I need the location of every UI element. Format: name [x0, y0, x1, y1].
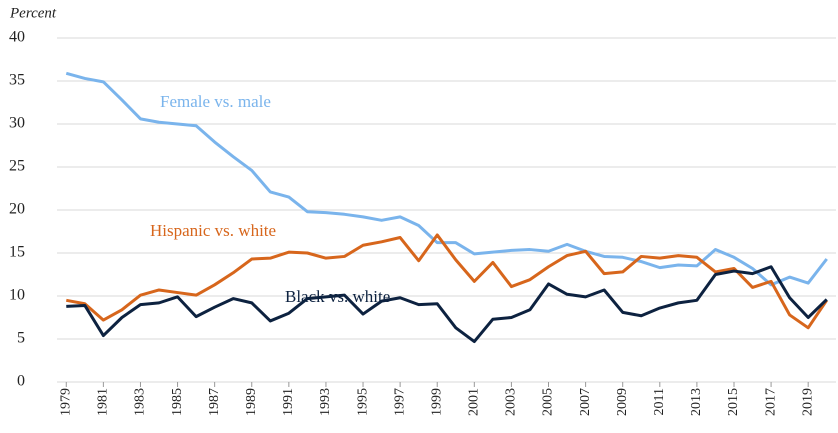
x-tick-label: 1979 [58, 388, 73, 416]
series-line [66, 265, 828, 344]
x-tick-label: 1983 [133, 388, 148, 416]
x-tick-label: 1989 [244, 388, 259, 416]
series-label: Hispanic vs. white [150, 221, 276, 240]
x-tick-label: 2007 [578, 388, 593, 416]
y-axis-label: Percent [9, 5, 57, 21]
x-tick-label: 1987 [207, 388, 222, 416]
y-tick-label: 40 [9, 29, 25, 46]
y-tick-label: 20 [9, 201, 25, 218]
x-tick-label: 2011 [652, 388, 667, 415]
y-tick-label: 30 [9, 115, 25, 132]
series-line [65, 71, 828, 287]
y-tick-label: 15 [9, 244, 25, 261]
y-tick-label: 35 [9, 72, 25, 89]
x-tick-label: 2001 [467, 388, 482, 416]
x-tick-label: 1981 [96, 388, 111, 416]
y-tick-label: 0 [17, 373, 25, 390]
series-line [65, 233, 828, 330]
x-tick-label: 2013 [689, 388, 704, 416]
x-tick-label: 2005 [541, 388, 556, 416]
series-label: Female vs. male [160, 92, 271, 111]
x-tick-label: 1999 [429, 388, 444, 416]
x-tick-label: 2019 [800, 388, 815, 416]
series-label: Black vs. white [285, 287, 390, 306]
y-tick-label: 5 [17, 330, 25, 347]
x-tick-label: 2009 [615, 388, 630, 416]
y-tick-label: 25 [9, 158, 25, 175]
x-tick-label: 1991 [281, 388, 296, 416]
x-tick-label: 1993 [318, 388, 333, 416]
x-tick-label: 1997 [392, 388, 407, 416]
x-tick-label: 2015 [726, 388, 741, 416]
x-tick-label: 2003 [504, 388, 519, 416]
x-tick-label: 1985 [170, 388, 185, 416]
x-tick-label: 2017 [763, 388, 778, 416]
x-tick-label: 1995 [355, 388, 370, 416]
y-tick-label: 10 [9, 287, 25, 304]
